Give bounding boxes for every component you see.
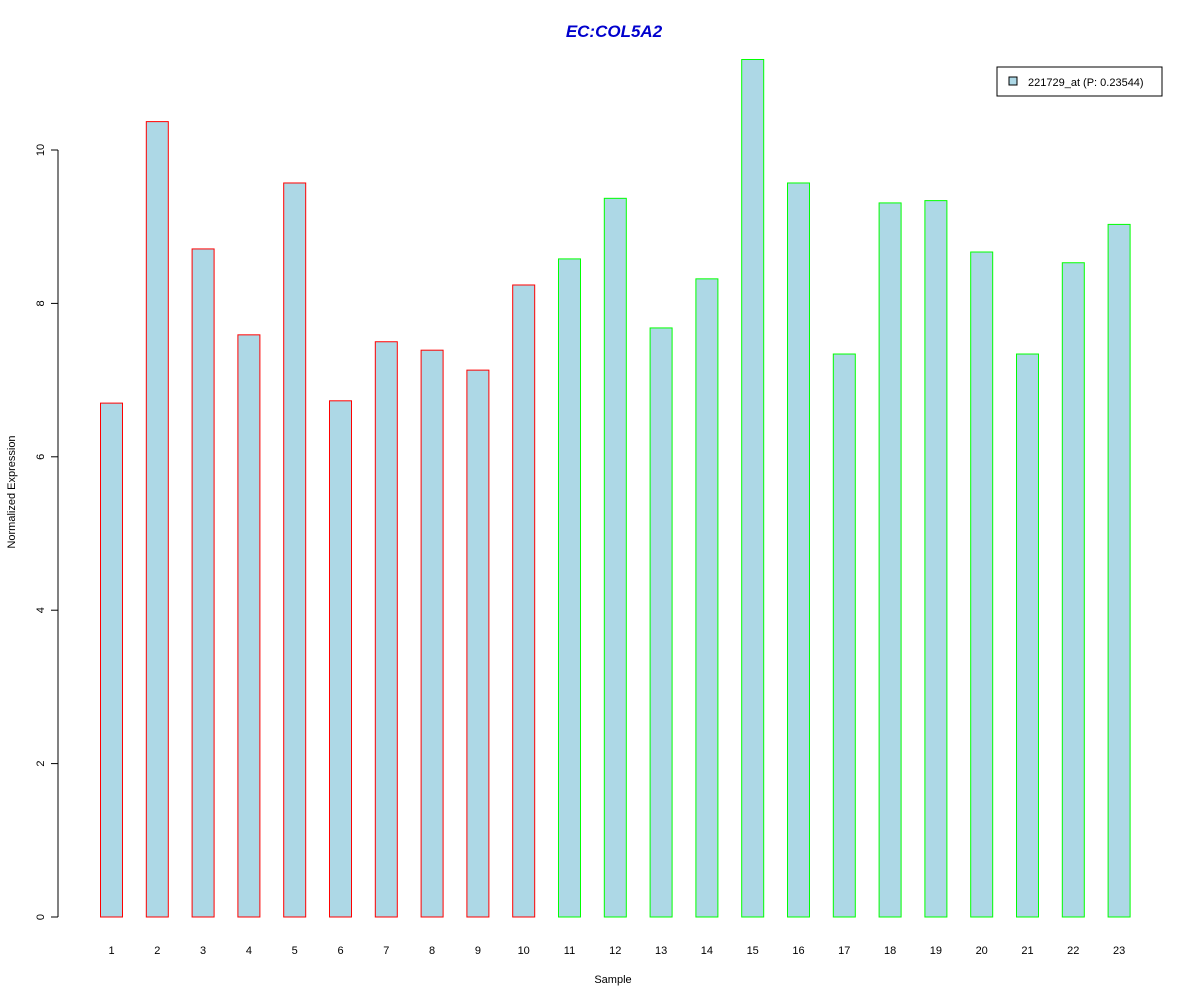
- x-tick-label: 7: [383, 945, 389, 957]
- y-axis: 0 2 4 6 8 10: [35, 144, 59, 920]
- bars: [100, 58, 1131, 918]
- x-tick-label: 11: [564, 945, 575, 957]
- bar: [191, 248, 215, 918]
- bar: [970, 251, 994, 918]
- bar: [832, 353, 856, 918]
- x-tick-label: 21: [1021, 945, 1033, 957]
- x-tick-label: 8: [429, 945, 435, 957]
- y-tick-label: 6: [35, 454, 47, 460]
- x-tick-labels: 1 2 3 4 5 6 7 8 9 10 11 12 13 14 15 16 17 18 19 20 21 22 23: [108, 945, 1125, 957]
- x-tick-label: 2: [154, 945, 160, 957]
- x-axis-label: Sample: [594, 974, 631, 986]
- bar: [466, 369, 490, 918]
- bar: [420, 349, 444, 918]
- x-tick-label: 10: [518, 945, 530, 957]
- x-tick-label: 13: [655, 945, 667, 957]
- bar: [603, 197, 627, 918]
- bar: [329, 400, 352, 918]
- bar: [741, 58, 765, 918]
- legend-box: [996, 66, 1163, 97]
- x-tick-label: 19: [930, 945, 942, 957]
- x-tick-label: 14: [701, 945, 713, 957]
- x-tick-label: 3: [200, 945, 206, 957]
- x-tick-label: 6: [337, 945, 343, 957]
- legend: 221729_at (P: 0.23544): [996, 66, 1163, 97]
- x-tick-label: 15: [747, 945, 759, 957]
- y-tick-label: 8: [35, 300, 47, 306]
- bar: [283, 182, 307, 918]
- x-tick-label: 1: [108, 945, 114, 957]
- bar: [145, 121, 169, 918]
- x-tick-label: 20: [976, 945, 988, 957]
- bar: [1016, 353, 1039, 918]
- y-tick-label: 0: [35, 914, 47, 920]
- x-tick-label: 18: [884, 945, 896, 957]
- bar: [1107, 223, 1131, 918]
- x-tick-label: 9: [475, 945, 481, 957]
- chart-title: EC:COL5A2: [566, 22, 663, 41]
- bar: [787, 182, 810, 918]
- bar: [374, 341, 398, 918]
- bar: [558, 258, 581, 918]
- x-tick-label: 17: [838, 945, 850, 957]
- bar: [695, 278, 719, 918]
- x-tick-label: 22: [1067, 945, 1079, 957]
- y-tick-label: 10: [35, 144, 47, 156]
- y-tick-label: 2: [35, 761, 47, 767]
- x-tick-label: 23: [1113, 945, 1125, 957]
- legend-swatch: [1008, 76, 1018, 86]
- y-axis-label: Normalized Expression: [6, 435, 18, 548]
- x-tick-label: 16: [792, 945, 804, 957]
- y-tick-label: 4: [35, 607, 47, 613]
- bar: [878, 202, 902, 918]
- bar: [1061, 262, 1085, 918]
- x-tick-label: 5: [292, 945, 298, 957]
- bar: [237, 334, 261, 918]
- legend-label: 221729_at (P: 0.23544): [1028, 77, 1144, 89]
- bar: [649, 327, 673, 918]
- x-tick-label: 12: [609, 945, 621, 957]
- bar: [512, 284, 536, 918]
- x-tick-label: 4: [246, 945, 252, 957]
- bar: [100, 402, 123, 918]
- bar: [924, 200, 948, 918]
